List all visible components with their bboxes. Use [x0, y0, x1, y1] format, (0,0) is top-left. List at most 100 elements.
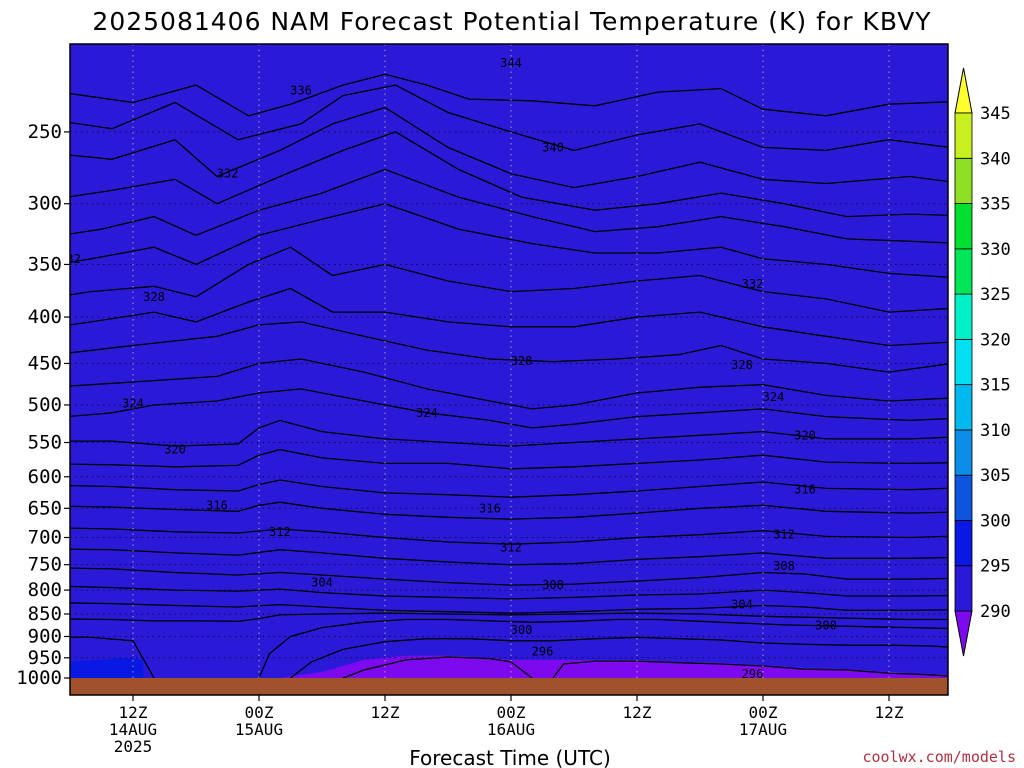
contour-line [258, 618, 948, 679]
x-axis-label: Forecast Time (UTC) [409, 746, 611, 768]
y-axis: 2503003504004505005506006507007508008509… [16, 121, 70, 689]
colorbar-swatch [954, 112, 973, 159]
colorbar-swatch [954, 203, 973, 250]
colorbar-label: 300 [980, 511, 1011, 531]
colorbar: 345 340 335 330 325 320 315 310 305 300 295 290 [954, 67, 1011, 657]
y-tick-label: 800 [28, 579, 62, 601]
x-tick-label: 15AUG [235, 720, 283, 739]
y-tick-label: 600 [28, 466, 62, 488]
y-tick-label: 850 [28, 603, 62, 625]
contour-label: 316 [206, 498, 228, 512]
contour-label: 296 [742, 667, 764, 681]
colorbar-label: 320 [980, 330, 1011, 350]
band-patch [70, 657, 144, 678]
colorbar-swatch [954, 157, 973, 204]
y-tick-label: 1000 [16, 667, 62, 689]
credit-text: coolwx.com/models [862, 748, 1016, 766]
contour-label: 340 [542, 140, 564, 154]
contour-line [70, 501, 948, 520]
x-tick-label: 12Z [623, 703, 652, 722]
y-tick-label: 550 [28, 431, 62, 453]
contour-line [70, 612, 948, 622]
x-tick-label: 12Z [875, 703, 904, 722]
contour-label: 300 [815, 618, 837, 632]
plot-frame [69, 43, 949, 696]
contour-labels: 3443363403403323323323283283283283243243… [70, 56, 837, 681]
contour-label: 324 [763, 390, 785, 404]
x-tick-label: 2025 [114, 737, 153, 756]
filled-bands [70, 44, 948, 695]
colorbar-label: 295 [980, 557, 1011, 577]
contour-line [70, 479, 948, 498]
contour-label: 308 [542, 578, 564, 592]
x-tick-label: 17AUG [739, 720, 787, 739]
contour-label: 316 [479, 501, 501, 515]
contour-line [70, 419, 948, 447]
plot-area: 3443363403403323323323283283283283243243… [70, 44, 948, 695]
contour-line [70, 321, 948, 373]
y-tick-label: 650 [28, 497, 62, 519]
contour-lines [70, 73, 948, 679]
contour-line [70, 106, 948, 189]
chart-title: 2025081406 NAM Forecast Potential Temper… [92, 7, 931, 36]
colorbar-swatch [954, 248, 973, 295]
y-tick-label: 750 [28, 554, 62, 576]
contour-label: 332 [217, 167, 239, 181]
contour-label: 328 [143, 290, 165, 304]
contour-label: 328 [511, 354, 533, 368]
colorbar-label: 315 [980, 376, 1011, 396]
contour-label: 344 [500, 56, 522, 70]
colorbar-swatch [954, 474, 973, 521]
contour-line [552, 660, 948, 679]
contour-label: 300 [511, 623, 533, 637]
colorbar-label: 310 [980, 421, 1011, 441]
contour-line [70, 448, 948, 470]
y-tick-label: 950 [28, 647, 62, 669]
contour-label: 328 [731, 358, 753, 372]
contour-line [70, 131, 948, 218]
colorbar-label: 325 [980, 285, 1011, 305]
colorbar-swatch [954, 565, 973, 612]
contour-label: 304 [311, 576, 333, 590]
y-tick-label: 700 [28, 526, 62, 548]
x-tick-label: 16AUG [487, 720, 535, 739]
colorbar-swatch [954, 384, 973, 431]
contour-label: 320 [164, 443, 186, 457]
contour-line [70, 636, 155, 679]
x-tick-label: 14AUG [109, 720, 157, 739]
colorbar-label: 335 [980, 195, 1011, 215]
contour-line [70, 168, 948, 244]
contour-label: 312 [773, 528, 795, 542]
contour-label: 324 [122, 396, 144, 410]
y-tick-label: 900 [28, 625, 62, 647]
colorbar-swatch [954, 293, 973, 340]
y-tick-label: 300 [28, 193, 62, 215]
x-tick-label: 00Z [497, 703, 526, 722]
contour-label: 312 [269, 525, 291, 539]
contour-label: 296 [532, 645, 554, 659]
colorbar-label: 345 [980, 104, 1011, 124]
contour-label: 320 [794, 428, 816, 442]
x-tick-label: 12Z [119, 703, 148, 722]
contour-label: 316 [794, 483, 816, 497]
y-tick-label: 450 [28, 352, 62, 374]
contour-line [70, 73, 948, 117]
contour-label: 308 [773, 559, 795, 573]
colorbar-swatch [954, 520, 973, 567]
contour-label: 324 [416, 406, 438, 420]
contour-line [70, 567, 948, 586]
ground-strip [70, 678, 948, 695]
x-tick-label: 00Z [245, 703, 274, 722]
colorbar-swatch [954, 429, 973, 476]
y-tick-label: 500 [28, 394, 62, 416]
y-tick-label: 250 [28, 121, 62, 143]
contour-label: 336 [290, 83, 312, 97]
y-tick-label: 400 [28, 306, 62, 328]
contour-line [70, 203, 948, 278]
contour-line [70, 287, 948, 347]
colorbar-swatch [954, 338, 973, 386]
grid-lines [70, 44, 948, 678]
contour-line [70, 246, 948, 313]
